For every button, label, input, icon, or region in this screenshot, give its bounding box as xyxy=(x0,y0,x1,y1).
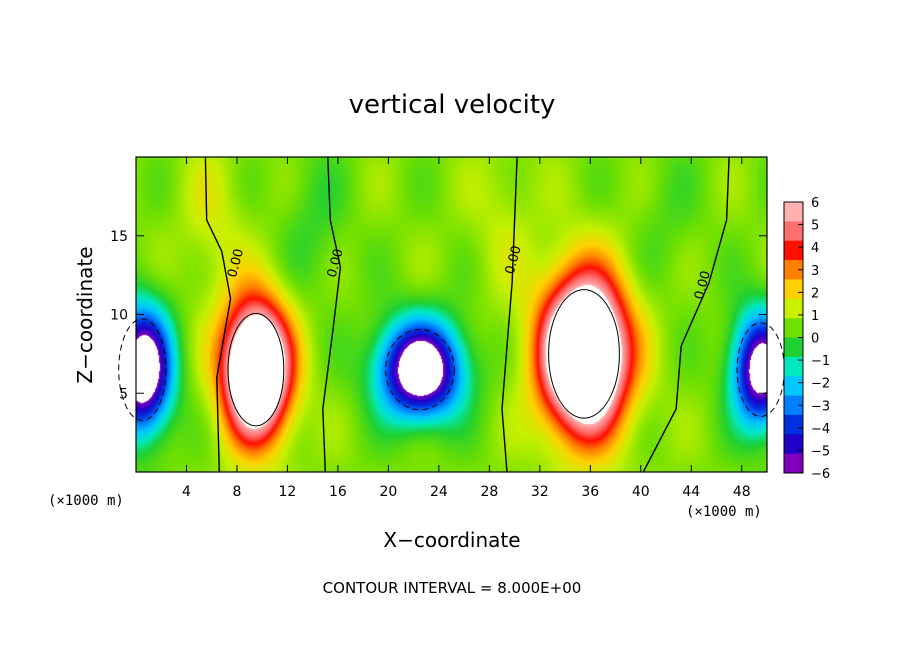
colorbar-swatch xyxy=(784,376,803,397)
colorbar-swatch xyxy=(784,395,803,416)
x-tick-label: 24 xyxy=(430,484,448,500)
y-tick-label: 10 xyxy=(110,308,128,324)
x-tick-label: 12 xyxy=(279,484,297,500)
x-unit-label-left: (×1000 m) xyxy=(48,493,124,509)
colorbar-tick-label: −6 xyxy=(811,467,830,482)
zero-contour-line xyxy=(322,156,342,473)
zero-contour-line xyxy=(642,156,730,473)
positive-contour xyxy=(548,289,620,419)
colorbar-swatch xyxy=(784,279,803,300)
positive-contour xyxy=(227,312,285,427)
negative-contour xyxy=(118,318,167,421)
colorbar-swatch xyxy=(784,202,803,222)
colorbar-swatches xyxy=(784,202,803,474)
x-tick-label: 16 xyxy=(329,484,347,500)
y-axis: 5 10 15 xyxy=(110,229,767,402)
colorbar-tick-label: 3 xyxy=(811,264,819,279)
colorbar-swatch xyxy=(784,434,803,455)
colorbar-swatch xyxy=(784,453,803,474)
colorbar-swatch xyxy=(784,240,803,261)
colorbar-ticks: 6 5 4 3 2 1 0 −1 −2 −3 −4 −5 −6 xyxy=(798,196,830,482)
colorbar-tick-label: −3 xyxy=(811,399,830,414)
x-tick-label: 36 xyxy=(581,484,599,500)
colorbar-tick-label: 0 xyxy=(811,332,819,347)
x-tick-label: 44 xyxy=(682,484,700,500)
chart-title: vertical velocity xyxy=(349,90,556,120)
colorbar-tick-label: 2 xyxy=(811,286,819,301)
colorbar-swatch xyxy=(784,337,803,358)
zero-contour-label: 0.00 xyxy=(503,244,525,276)
colorbar: 6 5 4 3 2 1 0 −1 −2 −3 −4 −5 −6 xyxy=(783,196,830,482)
colorbar-tick-label: 5 xyxy=(811,219,819,234)
colorbar-swatch xyxy=(784,260,803,280)
plot-area: 0.00 0.00 0.00 0.00 xyxy=(118,156,785,473)
x-tick-label: 20 xyxy=(379,484,397,500)
colorbar-swatch xyxy=(784,221,803,242)
colorbar-swatch xyxy=(784,356,803,377)
x-tick-label: 40 xyxy=(632,484,650,500)
x-tick-label: 4 xyxy=(182,484,191,500)
colorbar-tick-label: −5 xyxy=(811,444,830,459)
zero-contour-label: 0.00 xyxy=(692,269,714,301)
colorbar-tick-label: 4 xyxy=(811,241,819,256)
x-tick-label: 28 xyxy=(480,484,498,500)
heatmap-field xyxy=(136,157,767,472)
colorbar-tick-label: −2 xyxy=(811,377,830,392)
y-tick-label: 15 xyxy=(110,229,128,245)
y-axis-label: Z−coordinate xyxy=(73,246,97,383)
x-axis-label: X−coordinate xyxy=(383,528,520,552)
negative-contour xyxy=(385,328,455,411)
colorbar-swatch xyxy=(784,414,803,435)
zero-contour-line xyxy=(501,156,518,473)
x-axis: 4 8 12 16 20 24 28 32 36 40 44 48 xyxy=(182,157,751,500)
colorbar-tick-label: 6 xyxy=(811,196,819,211)
contour-interval-note: CONTOUR INTERVAL = 8.000E+00 xyxy=(323,579,582,597)
colorbar-swatch xyxy=(784,298,803,319)
y-tick-label: 5 xyxy=(119,386,128,402)
zero-contour-line xyxy=(204,156,232,473)
x-tick-label: 48 xyxy=(733,484,751,500)
colorbar-swatch xyxy=(784,318,803,338)
x-tick-label: 8 xyxy=(232,484,241,500)
x-tick-label: 32 xyxy=(531,484,549,500)
zero-contour-label: 0.00 xyxy=(325,247,347,279)
zero-contour-label: 0.00 xyxy=(225,247,247,279)
contour-layer: 0.00 0.00 0.00 0.00 xyxy=(118,156,785,473)
x-unit-label-right: (×1000 m) xyxy=(686,504,762,520)
colorbar-tick-label: 1 xyxy=(811,309,819,324)
colorbar-tick-label: −4 xyxy=(811,422,830,437)
colorbar-tick-label: −1 xyxy=(811,354,830,369)
